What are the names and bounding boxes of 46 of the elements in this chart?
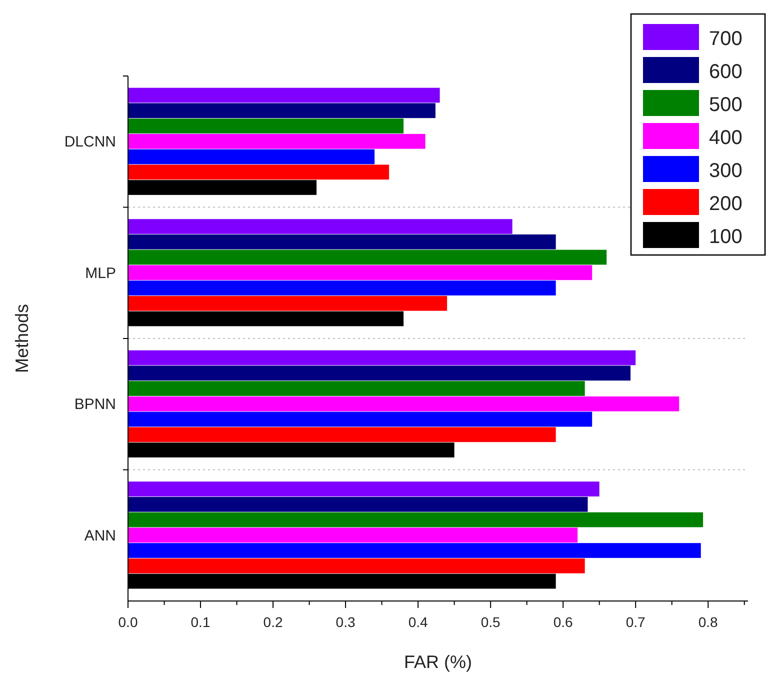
bar bbox=[128, 134, 426, 149]
bar bbox=[128, 149, 375, 164]
bar bbox=[128, 234, 556, 250]
bar bbox=[128, 396, 680, 412]
bar bbox=[128, 412, 592, 427]
x-tick-label: 0.6 bbox=[553, 614, 574, 630]
bar bbox=[128, 543, 701, 558]
x-axis-title: FAR (%) bbox=[404, 652, 472, 672]
x-tick-label: 0.1 bbox=[190, 614, 210, 630]
legend-label: 500 bbox=[709, 94, 742, 116]
bar bbox=[128, 381, 585, 396]
x-tick-label: 0.0 bbox=[118, 614, 138, 630]
x-tick-label: 0.8 bbox=[698, 614, 718, 630]
bar bbox=[128, 296, 448, 311]
bar bbox=[128, 350, 636, 366]
x-tick-label: 0.7 bbox=[626, 614, 646, 630]
legend-label: 100 bbox=[709, 226, 742, 248]
y-tick-label: BPNN bbox=[74, 396, 116, 414]
bar bbox=[128, 280, 556, 296]
bar bbox=[128, 219, 512, 234]
bar bbox=[128, 118, 404, 134]
bar bbox=[128, 496, 588, 512]
bar bbox=[128, 482, 600, 496]
x-tick-label: 0.4 bbox=[408, 614, 428, 630]
bar bbox=[128, 366, 631, 381]
bar bbox=[128, 250, 607, 265]
legend-label: 200 bbox=[709, 193, 742, 215]
bar bbox=[128, 265, 592, 280]
bar bbox=[128, 88, 440, 103]
bar bbox=[128, 164, 390, 180]
bar bbox=[128, 427, 556, 442]
bar bbox=[128, 528, 578, 543]
bar bbox=[128, 512, 704, 528]
y-axis-title: Methods bbox=[12, 304, 32, 374]
x-tick-label: 0.2 bbox=[263, 614, 283, 630]
bar bbox=[128, 103, 436, 118]
legend-label: 600 bbox=[709, 61, 742, 83]
legend-label: 300 bbox=[709, 160, 742, 182]
x-tick-label: 0.5 bbox=[480, 614, 501, 630]
y-tick-label: MLP bbox=[85, 264, 116, 282]
legend-label: 700 bbox=[709, 28, 742, 50]
bar bbox=[128, 558, 585, 574]
x-tick-label: 0.3 bbox=[336, 614, 356, 630]
y-tick-label: DLCNN bbox=[64, 134, 116, 151]
legend-label: 400 bbox=[709, 127, 742, 149]
y-tick-label: ANN bbox=[84, 527, 116, 544]
